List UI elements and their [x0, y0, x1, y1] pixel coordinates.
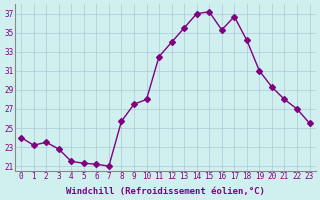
- X-axis label: Windchill (Refroidissement éolien,°C): Windchill (Refroidissement éolien,°C): [66, 187, 265, 196]
